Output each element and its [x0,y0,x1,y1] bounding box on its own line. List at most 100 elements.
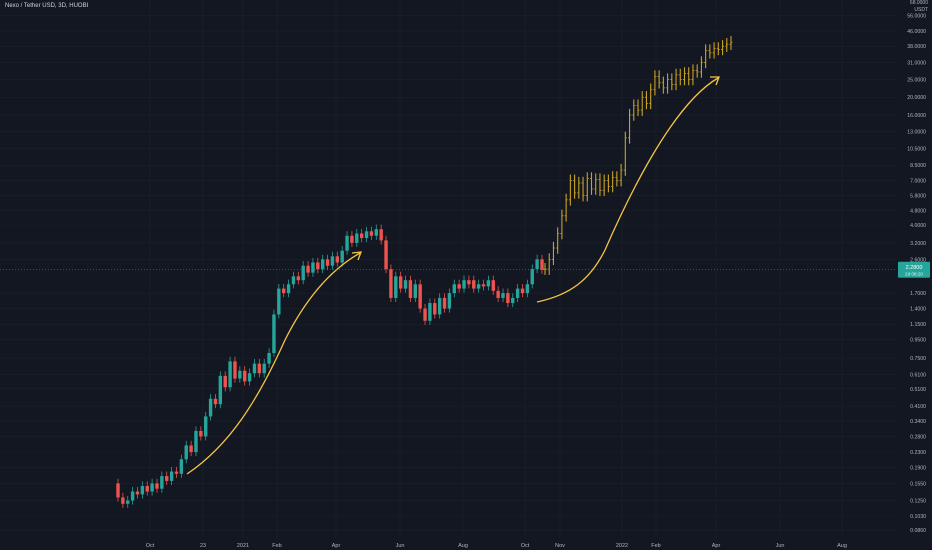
time-tick-label: 23 [200,543,206,549]
candle-body [169,471,174,481]
time-tick-label: Nov [555,543,565,549]
candle-body [452,284,456,294]
price-tick-label: 10.5000 [907,146,926,152]
candle-body [199,430,203,437]
price-tick-label: 0.1550 [910,481,926,487]
price-tick-label: 0.1030 [910,514,926,520]
annotation-arrows [186,76,720,475]
time-tick-label: 2022 [616,543,628,549]
time-tick-label: Aug [458,543,468,549]
candle-body [325,259,330,266]
candle-body [126,500,130,504]
candle-body [184,445,188,460]
candle-body [140,486,145,495]
price-tick-label: 1.7000 [910,291,926,297]
projection-bars [543,36,733,275]
time-tick-label: Feb [651,543,660,549]
candle-body [213,398,218,405]
price-tick-label: 16.0000 [907,113,926,119]
price-tick-label: 0.4100 [910,404,926,410]
candle-body [272,314,276,354]
candle-body [472,280,476,289]
candle-body [262,363,266,374]
price-tick-label: 46.0000 [907,29,926,35]
candle-body [515,288,520,298]
candle-body [116,483,120,498]
arrow-head [710,76,720,86]
price-scale-unit: USDT [914,7,928,13]
current-countdown-label: 2d 08:20 [905,271,923,276]
candle-body [267,353,271,364]
price-tick-label: 3.2000 [910,241,926,247]
candle-body [194,430,198,453]
candle-body [252,363,257,374]
candle-body [540,259,544,270]
candle-body [457,284,461,289]
candle-body [379,229,383,241]
candle-body [257,363,262,374]
candle-body [135,491,140,495]
candle-body [394,276,398,298]
candle-body [511,297,515,304]
time-tick-label: Aug [837,543,847,549]
price-tick-label: 0.1900 [910,465,926,471]
candle-body [369,231,374,236]
time-tick-label: Feb [272,543,281,549]
candle-body [189,445,193,453]
price-tick-label: 5.8000 [910,194,926,200]
candle-body [525,284,530,294]
candle-body [311,262,315,273]
candle-body [403,280,408,289]
candle-body [306,265,310,273]
candle-body [277,288,281,315]
time-tick-label: Apr [332,543,341,549]
candle-body [155,483,159,489]
candle-body [350,235,354,243]
price-tick-label: 0.2800 [910,434,926,440]
candle-body [291,276,296,285]
chart-title: Nexo / Tether USD, 3D, HUOBI [5,3,89,9]
candle-body [496,290,500,298]
grid [0,0,896,538]
candle-body [413,284,417,298]
price-tick-label: 0.1250 [910,499,926,505]
time-axis[interactable]: Oct 23 2021 Feb Apr Jun Aug Oct Nov 2022 Feb Apr Jun… [146,543,847,549]
candle-body [130,491,135,501]
candle-body [247,373,252,382]
candle-body [238,370,242,379]
candle-body [320,259,325,270]
candle-body [501,293,505,298]
candle-body [228,361,232,388]
candle-body [530,269,534,285]
current-price-label: 2.2800 [906,265,923,271]
candle-body [520,288,525,294]
candle-body [442,297,447,309]
arrow-curve [186,252,361,475]
price-tick-label: 4.8000 [910,209,926,215]
candle-body [160,476,164,489]
price-tick-label: 7.0000 [910,179,926,185]
candle-body [364,231,369,239]
price-tick-label: 1.4000 [910,307,926,313]
candle-body [316,262,320,270]
price-tick-label: 8.5000 [910,163,926,169]
candle-body [535,259,539,270]
time-tick-label: Jun [396,543,405,549]
price-tick-label: 1.1500 [910,322,926,328]
time-tick-label: Oct [146,543,155,549]
price-scale[interactable]: 56.0000 46.0000 38.0000 31.0000 25.0000 20.00… [907,13,926,534]
candle-body [218,375,223,405]
candle-body [208,398,213,417]
candle-body [243,370,247,382]
candle-body [174,471,179,474]
candle-body [286,284,291,294]
candle-body [345,235,349,251]
price-tick-label: 0.0860 [910,528,926,534]
candle-body [389,269,393,298]
candle-body [423,308,427,321]
price-tick-label: 0.5100 [910,387,926,393]
candle-body [150,483,154,492]
candle-body [359,233,364,239]
candle-body [491,280,495,291]
